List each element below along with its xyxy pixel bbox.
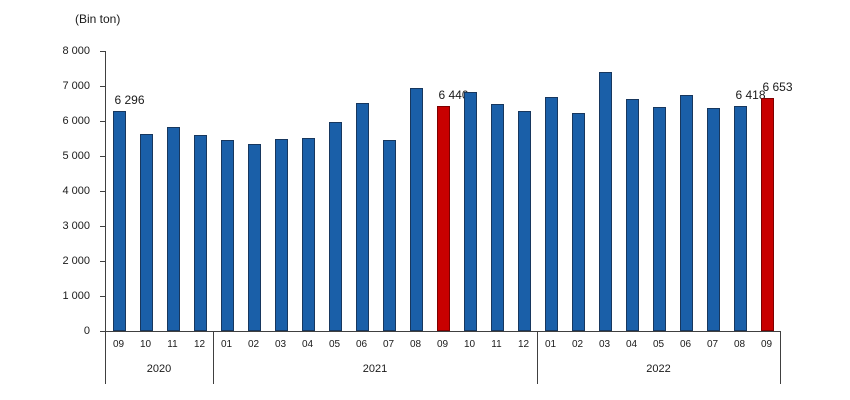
bar-2021-09 [437, 106, 450, 331]
y-tick-label: 2 000 [62, 255, 90, 267]
bar-2020-12 [194, 135, 207, 331]
y-tick-label: 4 000 [62, 185, 90, 197]
bar-2021-04 [302, 138, 315, 331]
month-tick-label: 06 [355, 339, 368, 350]
bar-value-label: 6 653 [762, 80, 793, 94]
year-separator [105, 332, 106, 384]
month-tick-label: 04 [301, 339, 314, 350]
month-tick-label: 11 [167, 339, 178, 350]
y-tick-label: 7 000 [62, 80, 90, 92]
month-tick-label: 01 [544, 339, 557, 350]
month-tick-label: 10 [463, 339, 476, 350]
year-label: 2022 [646, 363, 671, 375]
unit-label: (Bin ton) [75, 12, 121, 26]
y-tick-mark [100, 191, 105, 192]
month-tick-label: 05 [328, 339, 341, 350]
bar-2021-02 [248, 144, 261, 331]
bar-2022-01 [545, 97, 558, 331]
bar-2022-05 [653, 107, 666, 331]
month-tick-label: 04 [625, 339, 638, 350]
month-tick-label: 08 [409, 339, 422, 350]
y-tick-mark [100, 226, 105, 227]
x-axis: 09 10 11 12 2020 01 02 03 04 05 06 07 08 09 10 11 12 2021… [105, 332, 781, 384]
bar-2020-11 [167, 127, 180, 331]
bar-2021-01 [221, 140, 234, 331]
bar-2021-07 [383, 140, 396, 331]
month-tick-label: 07 [706, 339, 719, 350]
month-tick-label: 09 [760, 339, 773, 350]
year-separator [213, 332, 214, 384]
bar-value-label: 6 418 [735, 88, 766, 102]
y-tick-label: 8 000 [62, 45, 90, 57]
y-tick-mark [100, 86, 105, 87]
bar-2021-11 [491, 104, 504, 331]
bar-2022-03 [599, 72, 612, 331]
month-tick-label: 08 [733, 339, 746, 350]
month-tick-label: 07 [382, 339, 395, 350]
bar-2022-08 [734, 106, 747, 331]
bar-2021-12 [518, 111, 531, 331]
plot-area: 6 296 6 440 6 418 6 653 [105, 51, 793, 332]
bar-2022-04 [626, 99, 639, 331]
month-tick-label: 11 [491, 339, 502, 350]
bar-2020-09 [113, 111, 126, 331]
y-tick-mark [100, 331, 105, 332]
bar-2022-02 [572, 113, 585, 331]
month-tick-label: 05 [652, 339, 665, 350]
bar-2021-10 [464, 92, 477, 331]
month-tick-label: 09 [112, 339, 125, 350]
year-separator [780, 332, 781, 384]
y-tick-label: 5 000 [62, 150, 90, 162]
bar-2021-08 [410, 88, 423, 331]
bar-2021-06 [356, 103, 369, 331]
y-tick-label: 6 000 [62, 115, 90, 127]
y-tick-label: 3 000 [62, 220, 90, 232]
month-tick-label: 12 [193, 339, 206, 350]
bar-2020-10 [140, 134, 153, 331]
bar-2021-05 [329, 122, 342, 331]
y-tick-mark [100, 121, 105, 122]
bar-2021-03 [275, 139, 288, 331]
bar-value-label: 6 296 [114, 93, 145, 107]
bar-2022-09 [761, 98, 774, 331]
y-tick-mark [100, 261, 105, 262]
y-tick-label: 1 000 [62, 290, 90, 302]
month-tick-label: 12 [517, 339, 530, 350]
month-tick-label: 10 [139, 339, 152, 350]
month-tick-label: 09 [436, 339, 449, 350]
bar-value-label: 6 440 [438, 88, 469, 102]
year-separator [537, 332, 538, 384]
month-tick-label: 03 [598, 339, 611, 350]
bar-2022-07 [707, 108, 720, 331]
y-tick-label: 0 [83, 325, 90, 337]
y-tick-mark [100, 51, 105, 52]
year-label: 2021 [362, 363, 388, 375]
month-tick-label: 06 [679, 339, 692, 350]
y-tick-mark [100, 296, 105, 297]
year-label: 2020 [146, 363, 172, 375]
month-tick-label: 02 [571, 339, 584, 350]
bar-2022-06 [680, 95, 693, 331]
month-tick-label: 01 [220, 339, 233, 350]
month-tick-label: 03 [274, 339, 287, 350]
y-tick-mark [100, 156, 105, 157]
y-axis: 0 1 000 2 000 3 000 4 000 5 000 6 000 7 000 8 00… [0, 0, 105, 400]
month-tick-label: 02 [247, 339, 260, 350]
